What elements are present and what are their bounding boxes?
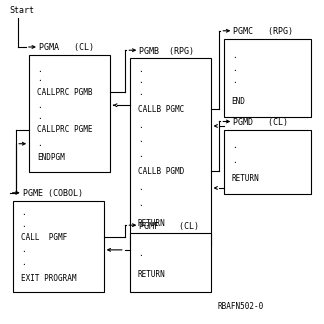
Text: CALLPRC PGMB: CALLPRC PGMB bbox=[37, 88, 93, 97]
Text: CALL  PGMF: CALL PGMF bbox=[21, 233, 67, 242]
Text: .: . bbox=[37, 64, 42, 74]
Bar bbox=[130, 58, 211, 246]
Text: .: . bbox=[232, 52, 236, 61]
Bar bbox=[29, 55, 110, 172]
Text: .: . bbox=[232, 64, 236, 73]
Text: PGMC   (RPG): PGMC (RPG) bbox=[233, 27, 293, 36]
Text: .: . bbox=[21, 208, 26, 217]
Text: CALLB PGMD: CALLB PGMD bbox=[138, 167, 184, 176]
Text: .: . bbox=[138, 76, 142, 85]
Text: RBAFN502-0: RBAFN502-0 bbox=[217, 302, 263, 311]
Text: .: . bbox=[21, 245, 26, 254]
Text: Start: Start bbox=[10, 6, 35, 15]
Bar bbox=[130, 233, 211, 292]
Bar bbox=[224, 39, 311, 117]
Text: .: . bbox=[37, 74, 42, 83]
Text: .: . bbox=[232, 156, 236, 165]
Text: .: . bbox=[21, 258, 26, 267]
Text: .: . bbox=[37, 112, 42, 122]
Text: .: . bbox=[37, 101, 42, 110]
Text: EXIT PROGRAM: EXIT PROGRAM bbox=[21, 274, 76, 284]
Text: .: . bbox=[232, 76, 236, 85]
Text: .: . bbox=[37, 139, 42, 148]
Text: .: . bbox=[138, 135, 142, 144]
Bar bbox=[224, 130, 311, 194]
Text: .: . bbox=[138, 88, 142, 97]
Text: .: . bbox=[232, 141, 236, 150]
Text: PGMB  (RPG): PGMB (RPG) bbox=[139, 47, 194, 56]
Text: .: . bbox=[21, 220, 26, 229]
Bar bbox=[13, 201, 104, 292]
Text: RETURN: RETURN bbox=[138, 270, 166, 279]
Text: .: . bbox=[138, 249, 142, 258]
Text: CALLB PGMC: CALLB PGMC bbox=[138, 105, 184, 113]
Text: PGMD   (CL): PGMD (CL) bbox=[233, 118, 288, 127]
Text: .: . bbox=[138, 183, 142, 192]
Text: PGMF    (CL): PGMF (CL) bbox=[139, 222, 199, 231]
Text: ENDPGM: ENDPGM bbox=[37, 153, 65, 162]
Text: RETURN: RETURN bbox=[138, 219, 166, 228]
Text: END: END bbox=[232, 97, 246, 106]
Text: PGMA   (CL): PGMA (CL) bbox=[39, 43, 94, 52]
Text: PGME (COBOL): PGME (COBOL) bbox=[23, 189, 83, 198]
Text: .: . bbox=[138, 122, 142, 131]
Text: CALLPRC PGME: CALLPRC PGME bbox=[37, 125, 93, 134]
Text: .: . bbox=[138, 65, 142, 74]
Text: .: . bbox=[138, 150, 142, 159]
Text: .: . bbox=[138, 199, 142, 207]
Text: RETURN: RETURN bbox=[232, 174, 260, 183]
